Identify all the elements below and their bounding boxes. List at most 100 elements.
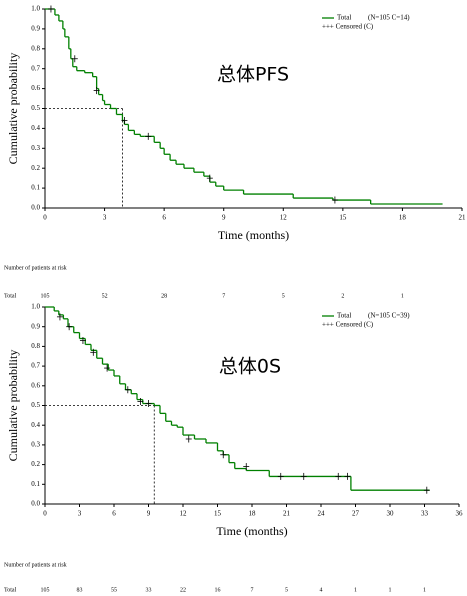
censor-mark [300,472,307,480]
censor-mark [56,313,63,321]
censor-mark [79,336,86,344]
censor-mark [423,486,430,494]
risk-count: 16 [215,587,221,593]
x-axis-label: Time (months) [216,524,287,538]
censor-mark [71,55,78,63]
censor-mark [90,348,97,356]
y-tick-label: 0.6 [31,84,40,92]
legend-censored: +++ Censored (C) [322,23,374,31]
censor-mark [137,398,144,406]
y-tick-label: 0.0 [31,204,40,212]
risk-row-label: Total [4,587,17,593]
x-tick-label: 9 [222,214,226,222]
x-tick-label: 6 [112,510,116,518]
risk-count: 1 [423,587,426,593]
y-tick-label: 0.0 [31,500,40,508]
y-tick-label: 0.1 [31,184,40,192]
legend-label: Total [337,312,351,320]
censor-mark [66,323,73,331]
y-tick-label: 0.8 [31,44,40,52]
risk-count: 28 [161,293,167,299]
risk-count: 5 [282,293,285,299]
x-tick-label: 18 [399,214,407,222]
x-tick-label: 6 [162,214,166,222]
y-tick-label: 0.3 [31,144,40,152]
risk-count: 7 [251,587,254,593]
censor-mark [206,174,213,182]
legend-note: (N=105 C=14) [368,14,410,22]
x-tick-label: 15 [214,510,222,518]
y-tick-label: 0.2 [31,164,40,172]
y-tick-label: 1.0 [31,303,40,311]
y-tick-label: 0.3 [31,441,40,449]
risk-count: 7 [222,293,225,299]
x-tick-label: 21 [459,214,467,222]
x-tick-label: 9 [147,510,151,518]
risk-count: 55 [111,587,117,593]
x-tick-label: 12 [280,214,288,222]
censor-mark [344,472,351,480]
risk-count: 33 [146,587,152,593]
x-tick-label: 27 [352,510,360,518]
censor-mark [104,364,111,372]
risk-count: 52 [102,293,108,299]
x-tick-label: 12 [180,510,188,518]
censor-mark [185,435,192,443]
risk-count: 1 [389,587,392,593]
x-tick-label: 0 [43,214,47,222]
risk-count: 22 [180,587,186,593]
risk-count: 105 [41,293,50,299]
censor-mark [124,386,131,394]
y-tick-label: 0.9 [31,25,40,33]
censor-mark [121,116,128,124]
y-axis-label: Cumulative probability [6,53,20,165]
x-tick-label: 21 [283,510,291,518]
censor-mark [331,196,338,204]
censor-mark [335,472,342,480]
y-tick-label: 0.2 [31,460,40,468]
risk-count: 1 [354,587,357,593]
y-tick-label: 0.9 [31,322,40,330]
x-tick-label: 18 [249,510,257,518]
risk-count: 2 [341,293,344,299]
risk-row-label: Total [4,293,17,299]
legend-note: (N=105 C=39) [368,312,410,320]
x-tick-label: 24 [318,510,326,518]
x-tick-label: 36 [456,510,464,518]
censor-mark [93,87,100,95]
risk-title: Number of patients at risk [4,561,67,568]
risk-count: 105 [41,587,50,593]
censor-mark [145,132,152,140]
y-tick-label: 0.8 [31,342,40,350]
y-tick-label: 0.6 [31,381,40,389]
x-tick-label: 33 [421,510,429,518]
x-tick-label: 3 [103,214,107,222]
x-axis-label: Time (months) [218,228,289,242]
x-tick-label: 3 [78,510,82,518]
legend-label: Total [337,14,351,22]
y-tick-label: 0.4 [31,124,40,132]
x-tick-label: 15 [339,214,347,222]
censor-mark [47,5,54,13]
legend-censored: +++ Censored (C) [322,321,374,329]
y-axis-label: Cumulative probability [6,350,20,462]
censor-mark [277,472,284,480]
risk-title: Number of patients at risk [4,264,67,271]
y-tick-label: 0.1 [31,480,40,488]
y-tick-label: 0.7 [31,64,40,72]
risk-count: 4 [320,587,323,593]
x-tick-label: 30 [387,510,395,518]
risk-count: 1 [401,293,404,299]
censor-mark [145,400,152,408]
censor-mark [220,451,227,459]
annotation: 总体0S [219,356,281,378]
y-tick-label: 0.7 [31,362,40,370]
risk-count: 83 [77,587,83,593]
annotation: 总体PFS [217,64,289,86]
y-tick-label: 0.5 [31,104,40,112]
y-tick-label: 1.0 [31,5,40,13]
y-tick-label: 0.5 [31,401,40,409]
x-tick-label: 0 [43,510,47,518]
risk-count: 5 [285,587,288,593]
